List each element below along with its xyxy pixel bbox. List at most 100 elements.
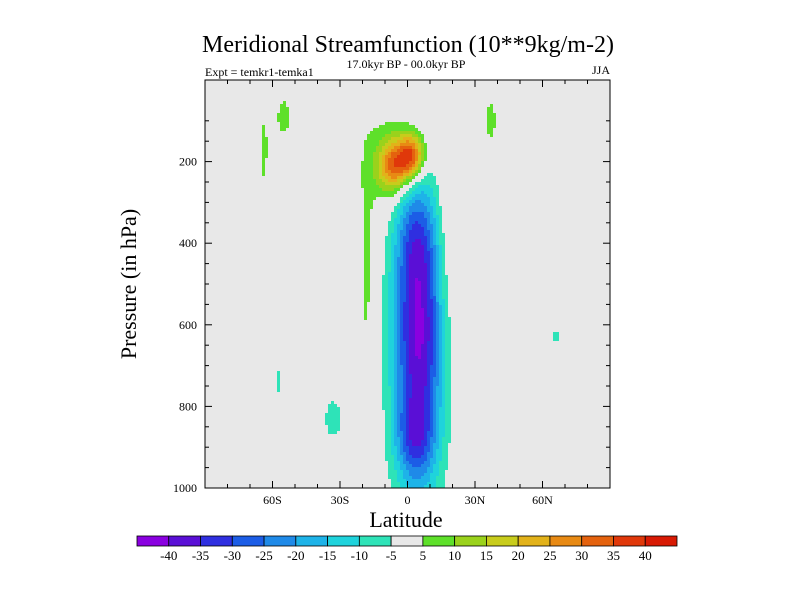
field-cell xyxy=(397,110,401,114)
field-cell xyxy=(433,137,437,141)
field-cell xyxy=(346,83,350,87)
field-cell xyxy=(307,98,311,102)
field-cell xyxy=(490,137,494,141)
field-cell xyxy=(511,173,515,177)
field-cell xyxy=(223,104,227,108)
field-cell xyxy=(472,149,476,153)
field-cell xyxy=(235,173,239,177)
field-cell xyxy=(313,170,317,174)
field-cell xyxy=(250,92,254,96)
field-cell xyxy=(337,98,341,102)
field-cell xyxy=(247,146,251,150)
field-cell xyxy=(502,83,506,87)
field-cell xyxy=(250,80,254,84)
field-cell xyxy=(211,140,215,144)
field-cell xyxy=(262,155,266,159)
field-cell xyxy=(313,95,317,99)
field-cell xyxy=(517,143,521,147)
field-cell xyxy=(361,86,365,90)
field-cell xyxy=(490,131,494,135)
field-cell xyxy=(604,80,608,84)
field-cell xyxy=(493,122,497,126)
field-cell xyxy=(469,188,473,192)
field-cell xyxy=(343,104,347,108)
field-cell xyxy=(523,107,527,111)
field-cell xyxy=(553,185,557,189)
field-cell xyxy=(220,83,224,87)
field-cell xyxy=(535,86,539,90)
field-cell xyxy=(253,86,257,90)
field-cell xyxy=(268,92,272,96)
field-cell xyxy=(367,161,371,165)
field-cell xyxy=(460,98,464,102)
field-cell xyxy=(532,158,536,162)
field-cell xyxy=(220,104,224,108)
field-cell xyxy=(331,170,335,174)
field-cell xyxy=(442,83,446,87)
field-cell xyxy=(547,131,551,135)
field-cell xyxy=(376,158,380,162)
field-cell xyxy=(397,107,401,111)
field-cell xyxy=(205,134,209,138)
field-cell xyxy=(508,101,512,105)
field-cell xyxy=(253,104,257,108)
field-cell xyxy=(217,158,221,162)
field-cell xyxy=(556,137,560,141)
field-cell xyxy=(346,158,350,162)
field-cell xyxy=(583,95,587,99)
field-cell xyxy=(280,86,284,90)
field-cell xyxy=(604,182,608,186)
field-cell xyxy=(589,137,593,141)
field-cell xyxy=(262,92,266,96)
field-cell xyxy=(232,98,236,102)
field-cell xyxy=(205,143,209,147)
field-cell xyxy=(571,182,575,186)
field-cell xyxy=(496,113,500,117)
field-cell xyxy=(442,149,446,153)
field-cell xyxy=(484,131,488,135)
field-cell xyxy=(523,143,527,147)
field-cell xyxy=(385,92,389,96)
field-cell xyxy=(568,98,572,102)
field-cell xyxy=(592,122,596,126)
field-cell xyxy=(574,95,578,99)
field-cell xyxy=(601,188,605,192)
field-cell xyxy=(250,167,254,171)
field-cell xyxy=(397,86,401,90)
field-cell xyxy=(409,146,413,150)
field-cell xyxy=(550,140,554,144)
field-cell xyxy=(445,98,449,102)
field-cell xyxy=(367,155,371,159)
field-cell xyxy=(457,119,461,123)
field-cell xyxy=(364,170,368,174)
field-cell xyxy=(211,83,215,87)
field-cell xyxy=(232,170,236,174)
field-cell xyxy=(235,152,239,156)
field-cell xyxy=(220,164,224,168)
field-cell xyxy=(514,86,518,90)
field-cell xyxy=(223,107,227,111)
field-cell xyxy=(286,104,290,108)
field-cell xyxy=(430,137,434,141)
field-cell xyxy=(382,104,386,108)
field-cell xyxy=(589,140,593,144)
field-cell xyxy=(592,188,596,192)
field-cell xyxy=(427,146,431,150)
field-cell xyxy=(298,95,302,99)
field-cell xyxy=(520,173,524,177)
field-cell xyxy=(436,134,440,138)
field-cell xyxy=(382,179,386,183)
field-cell xyxy=(289,92,293,96)
field-cell xyxy=(451,158,455,162)
field-cell xyxy=(229,173,233,177)
field-cell xyxy=(412,179,416,183)
field-cell xyxy=(601,185,605,189)
field-cell xyxy=(436,104,440,108)
field-cell xyxy=(349,107,353,111)
field-cell xyxy=(385,179,389,183)
field-cell xyxy=(340,95,344,99)
field-cell xyxy=(415,116,419,120)
field-cell xyxy=(463,164,467,168)
field-cell xyxy=(574,167,578,171)
field-cell xyxy=(307,83,311,87)
